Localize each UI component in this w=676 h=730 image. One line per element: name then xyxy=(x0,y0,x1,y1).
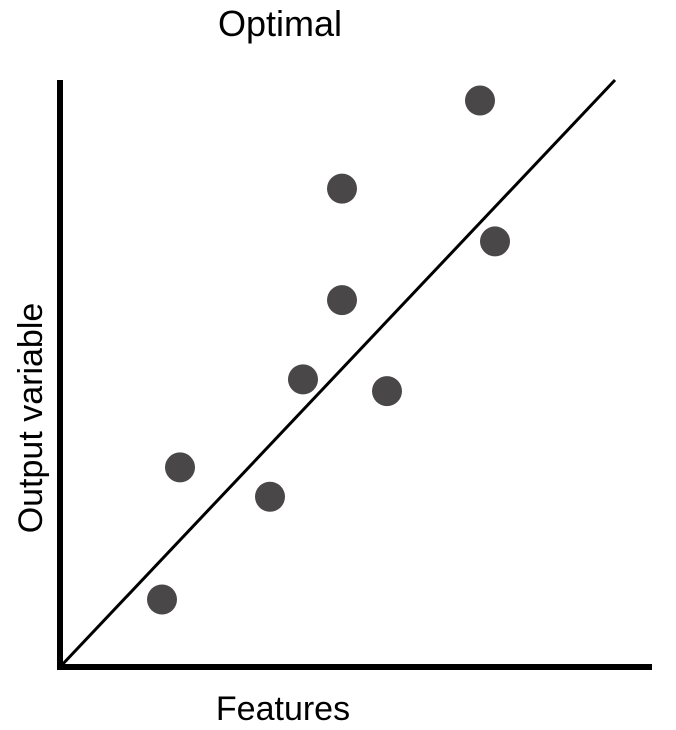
y-axis-label: Output variable xyxy=(12,303,50,534)
data-point xyxy=(372,376,402,407)
regression-line xyxy=(58,78,617,669)
data-point xyxy=(327,285,357,316)
axes xyxy=(57,80,652,670)
x-axis-label: Features xyxy=(216,690,350,728)
data-point xyxy=(465,85,495,116)
data-point xyxy=(327,173,357,204)
data-point xyxy=(288,364,318,395)
data-points xyxy=(147,85,510,615)
data-point xyxy=(255,481,285,512)
chart-title: Optimal xyxy=(218,3,342,44)
data-point xyxy=(165,452,195,483)
data-point xyxy=(480,226,510,257)
data-point xyxy=(147,584,177,615)
